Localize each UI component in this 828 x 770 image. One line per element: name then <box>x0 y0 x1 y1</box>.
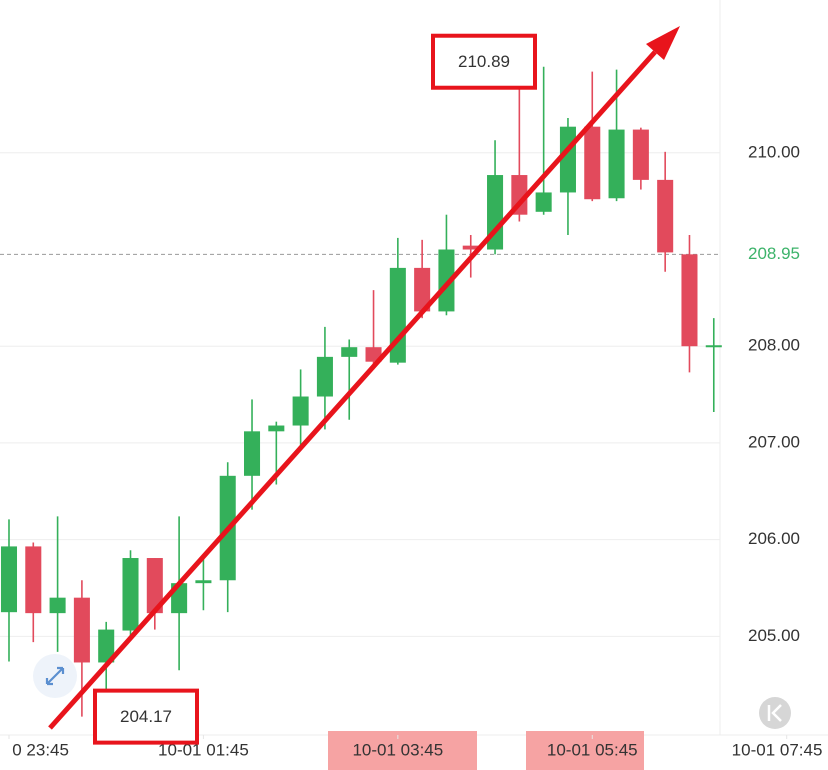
candle-body <box>414 267 431 312</box>
highlight <box>328 731 477 770</box>
candle-body <box>268 425 285 432</box>
expand-icon <box>45 666 65 686</box>
candle-body <box>98 629 115 663</box>
expand-button[interactable] <box>33 654 77 698</box>
arrow-head <box>646 26 680 60</box>
annotation-box <box>93 688 199 745</box>
candle-body <box>195 580 212 584</box>
candle-body <box>559 126 576 193</box>
candle-body <box>389 267 406 363</box>
candle-body <box>316 356 333 397</box>
candle-body <box>705 345 722 348</box>
back-icon <box>767 704 782 722</box>
annotation-label: 204.17 <box>120 707 172 726</box>
y-tick-label: 207.00 <box>748 432 800 451</box>
x-tick-label: 0 23:45 <box>12 740 69 759</box>
candle-body <box>584 126 601 200</box>
x-tick-label: 10-01 07:45 <box>732 740 823 759</box>
y-tick-label: 210.00 <box>748 142 800 161</box>
x-tick-label: 10-01 05:45 <box>547 740 638 759</box>
candle-body <box>73 597 90 663</box>
button-bg[interactable] <box>759 697 791 729</box>
labels: 205.00 206.00 207.00 208.00 210.00 0 23:45 10-… <box>12 33 823 759</box>
candle-body <box>632 129 649 180</box>
x-tick-label: 10-01 01:45 <box>158 740 249 759</box>
candle-body <box>438 249 455 312</box>
candle-body <box>487 175 504 250</box>
annotation-box <box>431 33 537 90</box>
candle-body <box>25 546 42 614</box>
candle-body <box>49 597 66 614</box>
candle-body <box>462 245 479 250</box>
candle-body <box>681 254 698 347</box>
annotation-label: 210.89 <box>458 52 510 71</box>
trend-arrow <box>48 26 680 730</box>
price-label: 208.95 <box>748 244 800 263</box>
arrow-line <box>48 50 657 730</box>
y-tick-label: 208.00 <box>748 336 800 355</box>
scroll-button[interactable] <box>759 697 791 729</box>
candle-body <box>535 192 552 212</box>
candle-body <box>292 396 309 426</box>
candle-body <box>341 347 358 357</box>
candle-body <box>122 558 139 631</box>
candle-body <box>0 546 18 613</box>
candle-body <box>244 431 261 476</box>
candle-body <box>608 129 625 199</box>
y-tick-label: 206.00 <box>748 529 800 548</box>
highlight <box>526 731 644 770</box>
x-tick-label: 10-01 03:45 <box>352 740 443 759</box>
candle-body <box>146 558 163 614</box>
candle-body <box>657 179 674 253</box>
y-tick-label: 205.00 <box>748 626 800 645</box>
candle-body <box>365 347 382 362</box>
